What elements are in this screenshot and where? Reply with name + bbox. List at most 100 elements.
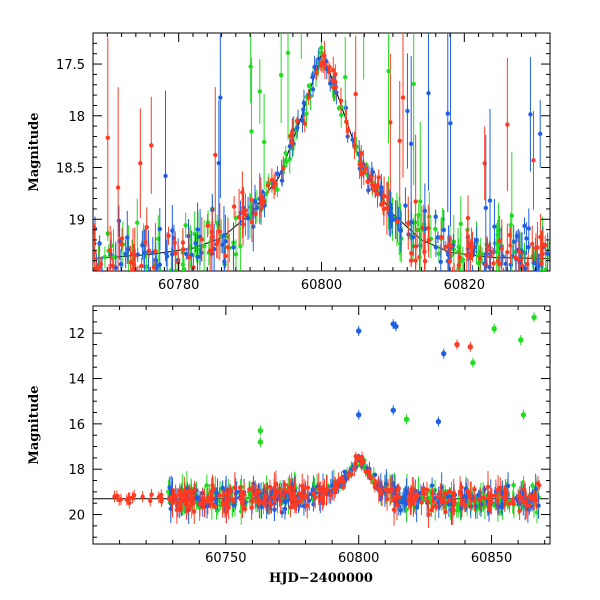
bot-point-s2 [192,487,197,493]
top-spike-point-s1 [405,108,410,114]
bot-point-s2 [303,494,308,499]
bottom-panel: 60750 60800 60850 12 14 16 18 20 Magnitude HJD−… [27,305,551,586]
top-point-s2 [533,245,539,251]
bot-point-s2 [426,512,431,517]
bot-point-s2 [487,492,493,497]
bot-point-s2 [495,498,500,503]
bot-point-s2 [339,475,344,481]
top-point-s2 [465,215,471,221]
bot-point-s2 [282,487,287,492]
bot-point-s2 [521,487,527,492]
bot-outlier-point [520,412,527,418]
top-point-s0 [183,223,188,228]
top-point-s2 [477,256,483,261]
top-point-s2 [526,273,530,277]
top-point-s0 [173,268,179,271]
top-point-s2 [107,270,111,271]
bot-point-s2 [429,507,434,513]
bot-point-s2 [340,485,346,490]
top-point-s1 [123,251,128,257]
bot-point-s2 [438,500,444,505]
top-point-s0 [275,187,280,192]
top-point-s1 [529,277,533,281]
top-point-s1 [474,237,479,243]
top-point-s2 [289,140,295,145]
bot-x-tick-label: 60750 [205,551,246,566]
bot-point-s2 [224,499,229,504]
top-point-s1 [155,263,160,269]
top-point-s0 [135,220,140,225]
top-spike-point-s2 [138,161,143,166]
bot-point-s2 [188,498,193,503]
bot-point-s2 [507,501,512,506]
top-point-s2 [330,78,336,83]
top-point-s2 [457,255,462,260]
bot-point-s2 [267,484,273,490]
bot-point-s2 [166,496,172,502]
top-point-s1 [433,214,438,219]
top-point-s0 [111,287,115,291]
top-spike-point-s0 [257,89,263,94]
bot-point-s2 [305,503,310,508]
top-point-s1 [183,251,189,257]
top-point-s0 [233,252,239,257]
top-spike-point-s2 [397,138,402,143]
top-point-s2 [497,238,502,243]
top-spike-point-s2 [413,199,418,204]
top-point-s2 [290,129,295,135]
bot-point-s2 [238,496,243,501]
bot-point-s2 [438,489,443,494]
top-point-s2 [333,85,339,90]
top-point-s0 [201,243,207,249]
bot-point-s2 [459,498,465,504]
top-point-s2 [173,251,178,256]
top-point-s1 [545,251,550,256]
top-point-s1 [97,277,101,281]
bot-point-s2 [328,493,333,498]
top-point-s0 [537,281,541,285]
top-point-s2 [470,244,475,249]
top-point-s1 [222,271,226,275]
top-spike-point-s2 [505,122,510,127]
top-spike-point-s1 [487,198,493,203]
bot-point-s2 [312,495,318,501]
top-point-s1 [300,118,305,123]
top-point-s0 [233,216,238,221]
bot-point-s2 [537,483,542,488]
top-point-s2 [530,241,535,247]
bot-point-s2 [220,501,225,507]
bot-early-point [114,493,120,499]
top-point-s1 [221,233,227,238]
top-point-s2 [422,249,427,254]
top-point-s1 [441,227,446,233]
bot-point-s2 [294,502,299,507]
top-point-s2 [497,261,502,267]
top-point-s2 [331,68,336,73]
top-point-s0 [284,159,289,164]
top-point-s2 [133,274,137,278]
bot-point-s2 [524,502,529,508]
top-point-s2 [119,242,124,247]
bot-point-s2 [179,497,185,503]
top-point-s2 [225,244,231,250]
top-point-s1 [275,171,280,176]
bot-point-s2 [316,486,321,491]
top-point-s0 [238,244,243,249]
top-point-s1 [157,226,163,232]
bot-point-s2 [443,509,448,515]
top-point-s2 [333,72,338,77]
bot-point-s2 [292,491,297,496]
top-spike-point-s2 [400,95,406,100]
top-point-s2 [357,162,362,167]
top-spike-point-s0 [386,68,391,74]
bot-point-s2 [242,506,248,512]
bot-point-s2 [531,493,536,499]
top-spike-point-s0 [278,72,284,78]
bot-point-s2 [324,488,329,493]
top-point-s2 [450,271,454,275]
bot-point-s2 [458,491,464,497]
top-point-s2 [153,248,158,254]
bot-point-s0 [204,483,210,488]
bot-point-s2 [188,489,194,494]
top-point-s1 [195,227,200,232]
